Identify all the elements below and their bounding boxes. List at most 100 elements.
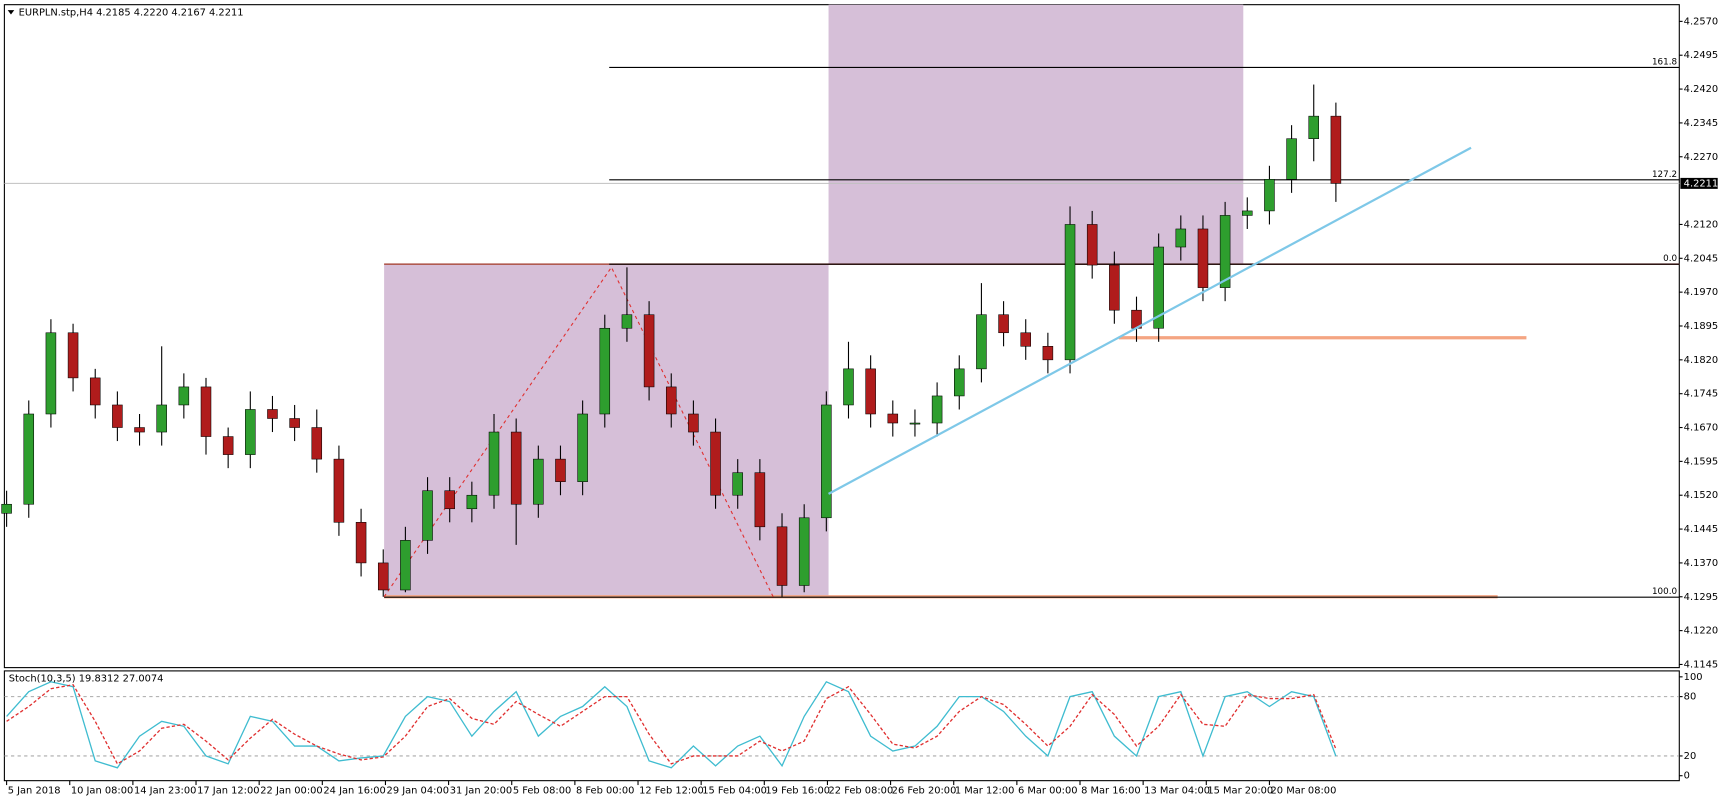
y-tick-label: 4.1445 [1684, 524, 1719, 535]
fib-label: 100.0 [1652, 587, 1677, 597]
candle-body [976, 314, 987, 370]
x-tick-label: 12 Feb 12:00 [639, 786, 704, 797]
candle-body [289, 418, 300, 428]
stoch-line [6, 680, 1337, 769]
candle-body [1219, 215, 1231, 288]
candle-body [909, 422, 921, 425]
x-tick-label: 5 Feb 08:00 [513, 786, 571, 797]
x-tick-label: 8 Feb 00:00 [576, 786, 634, 797]
candle-body [665, 386, 677, 415]
candle-body [1264, 179, 1275, 212]
x-tick-label: 31 Jan 20:00 [450, 786, 512, 797]
candle-body [466, 494, 478, 510]
candle-body [931, 395, 943, 424]
candle-body [488, 431, 500, 496]
candle-body [954, 368, 965, 397]
y-tick-label: 4.1370 [1684, 558, 1719, 569]
candle-body [1042, 346, 1054, 361]
x-tick-label: 15 Mar 20:00 [1207, 786, 1273, 797]
candle-body [621, 314, 633, 329]
y-tick-label: 4.1595 [1684, 456, 1719, 467]
candle-body [533, 458, 544, 505]
candle-body [134, 427, 145, 433]
candle-body [798, 517, 810, 586]
candle-body [377, 562, 389, 591]
candle-body [222, 436, 234, 455]
candle-body [754, 472, 766, 528]
candle-body [821, 404, 832, 519]
x-tick-label: 6 Mar 00:00 [1018, 786, 1078, 797]
candle-body [45, 332, 57, 415]
y-tick-label: 4.1295 [1684, 592, 1719, 603]
candle-body [887, 413, 899, 424]
trendline [828, 146, 1472, 495]
y-tick-label: 4.1820 [1684, 355, 1719, 366]
chart-header: EURPLN.stp,H4 4.2185 4.2220 4.2167 4.221… [19, 7, 244, 18]
background-layer [4, 4, 1680, 757]
foreground-layer: 4.1145 4.1220 4.1295 4.1370 4.1445 4.1520 4.15… [1, 16, 1719, 797]
candle-body [178, 386, 190, 406]
x-tick-label: 26 Feb 20:00 [892, 786, 957, 797]
candle-body [67, 332, 79, 379]
candle-body [577, 413, 588, 482]
x-tick-label: 15 Feb 04:00 [702, 786, 767, 797]
candle-body [422, 490, 433, 541]
last-price-box [1680, 177, 1718, 189]
stoch-line [6, 684, 1337, 765]
last-price-label: 4.2211 [1684, 178, 1719, 189]
candle-body [200, 386, 212, 437]
fib-label: 161.8 [1652, 57, 1677, 67]
candle-body [1086, 224, 1098, 266]
candle-body [998, 314, 1009, 334]
x-tick-label: 22 Feb 08:00 [829, 786, 894, 797]
x-tick-label: 14 Jan 23:00 [134, 786, 196, 797]
candle-body [710, 431, 721, 496]
candle-body [400, 540, 411, 591]
main-panel [3, 4, 1680, 669]
y-tick-label: 4.2420 [1684, 84, 1719, 95]
fib-label: 0.0 [1663, 254, 1677, 264]
menu-icon [7, 10, 15, 15]
candle-body [245, 409, 256, 455]
candle-body [843, 368, 854, 406]
stoch-panel [3, 670, 1680, 782]
x-tick-label: 24 Jan 16:00 [323, 786, 385, 797]
y-tick-label: 4.2570 [1684, 16, 1719, 27]
zigzag [383, 266, 774, 598]
candle-body [355, 522, 367, 564]
candle-body [732, 472, 743, 496]
candle-body [1109, 264, 1120, 311]
candle-body [333, 458, 345, 523]
candle-body [23, 413, 35, 505]
x-tick-label: 20 Mar 08:00 [1271, 786, 1337, 797]
y-tick-label: 4.2495 [1684, 50, 1719, 61]
x-tick-label: 19 Feb 16:00 [765, 786, 830, 797]
candle-body [510, 431, 522, 505]
x-tick-label: 17 Jan 12:00 [197, 786, 259, 797]
y-tick-label: 4.2120 [1684, 219, 1719, 230]
candle-body [599, 327, 611, 415]
y-tick-label: 4.2270 [1684, 152, 1719, 163]
candle-body [156, 404, 167, 433]
fib-label: 127.2 [1652, 170, 1677, 180]
y-tick-label: 0 [1684, 771, 1690, 782]
candle-body [1153, 246, 1164, 329]
candle-body [1308, 115, 1319, 139]
y-tick-label: 4.1520 [1684, 490, 1719, 501]
y-tick-label: 4.1895 [1684, 321, 1719, 332]
candle-body [1020, 332, 1031, 347]
candle-body [1286, 138, 1297, 180]
x-tick-label: 22 Jan 00:00 [260, 786, 322, 797]
x-tick-label: 5 Jan 2018 [8, 786, 61, 797]
candle-body [643, 314, 655, 388]
y-tick-label: 4.1220 [1684, 626, 1719, 637]
stoch-title: Stoch(10,3,5) 19.8312 27.0074 [9, 674, 164, 685]
y-tick-label: 4.1745 [1684, 389, 1719, 400]
y-tick-label: 4.2345 [1684, 118, 1719, 129]
candle-body [89, 377, 101, 406]
zone-rect [828, 4, 1244, 265]
zone-rect [384, 264, 829, 597]
candle-body [1, 503, 12, 514]
